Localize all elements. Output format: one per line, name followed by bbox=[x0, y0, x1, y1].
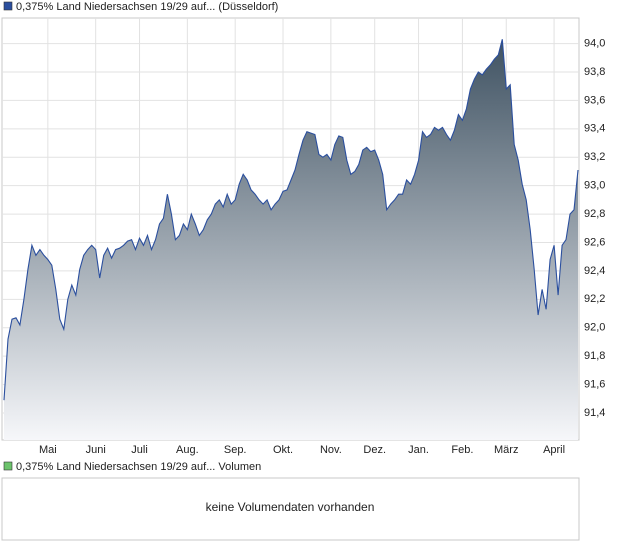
legend-label: 0,375% Land Niedersachsen 19/29 auf... (… bbox=[16, 1, 278, 13]
volume-message: keine Volumendaten vorhanden bbox=[206, 500, 375, 514]
legend-swatch bbox=[3, 1, 13, 11]
y-tick-label: 93,8 bbox=[584, 66, 605, 78]
x-tick-label: Dez. bbox=[363, 444, 386, 456]
volume-frame bbox=[1, 477, 580, 541]
y-tick-label: 93,6 bbox=[584, 94, 605, 106]
x-tick-label: Okt. bbox=[273, 444, 293, 456]
volume-legend-swatch bbox=[3, 461, 13, 471]
y-tick-label: 93,4 bbox=[584, 123, 605, 135]
x-tick-label: Aug. bbox=[176, 444, 199, 456]
x-tick-label: Mai bbox=[39, 444, 57, 456]
x-tick-label: Nov. bbox=[320, 444, 342, 456]
y-tick-label: 92,6 bbox=[584, 236, 605, 248]
x-tick-label: März bbox=[494, 444, 518, 456]
y-tick-label: 93,0 bbox=[584, 180, 605, 192]
y-tick-label: 92,2 bbox=[584, 293, 605, 305]
y-tick-label: 92,4 bbox=[584, 265, 605, 277]
y-tick-label: 93,2 bbox=[584, 151, 605, 163]
y-tick-label: 94,0 bbox=[584, 37, 605, 49]
x-tick-label: Jan. bbox=[408, 444, 429, 456]
price-line bbox=[3, 39, 579, 401]
volume-legend: 0,375% Land Niedersachsen 19/29 auf... V… bbox=[16, 461, 261, 473]
x-tick-label: Juli bbox=[131, 444, 148, 456]
x-tick-label: Feb. bbox=[451, 444, 473, 456]
y-tick-label: 92,0 bbox=[584, 322, 605, 334]
y-tick-label: 91,4 bbox=[584, 407, 605, 419]
x-tick-label: Juni bbox=[86, 444, 106, 456]
area-fill bbox=[4, 39, 578, 441]
x-tick-label: April bbox=[543, 444, 565, 456]
x-tick-label: Sep. bbox=[224, 444, 247, 456]
y-tick-label: 91,8 bbox=[584, 350, 605, 362]
y-tick-label: 92,8 bbox=[584, 208, 605, 220]
y-tick-label: 91,6 bbox=[584, 378, 605, 390]
